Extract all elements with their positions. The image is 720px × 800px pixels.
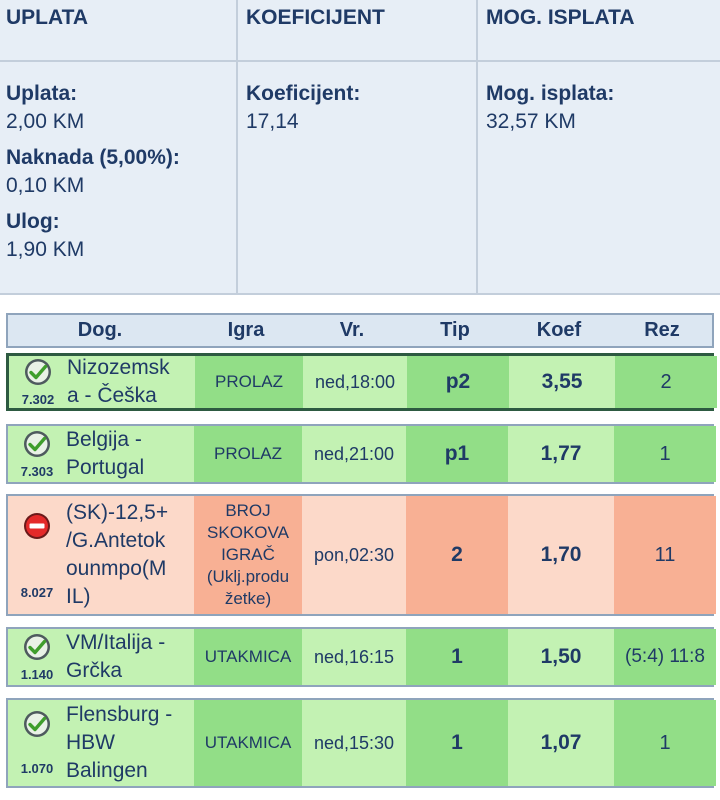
event-code: 1.070 <box>20 761 54 776</box>
uplata-value: 2,00 KM <box>6 110 85 133</box>
bet-row[interactable]: 7.303 Belgija - Portugal PROLAZ ned,21:00… <box>6 424 716 484</box>
event-name-line: /G.Antetok <box>66 529 166 552</box>
event-name-line: ounmpo(M <box>66 557 167 580</box>
event-name: Flensburg - HBW Balingen <box>66 700 194 786</box>
event-name-line: Balingen <box>66 759 148 782</box>
game-type: PROLAZ <box>195 356 303 408</box>
bet-odds: 1,50 <box>508 629 614 685</box>
summary-column-divider <box>476 0 478 295</box>
event-name-line: HBW <box>66 731 115 754</box>
status-cell: 7.303 <box>8 426 66 482</box>
event-name-line: a - Češka <box>67 384 157 407</box>
event-result: 1 <box>614 426 716 482</box>
isplata-header: MOG. ISPLATA <box>486 6 635 29</box>
bet-odds: 1,70 <box>508 496 614 614</box>
event-name: VM/Italija - Grčka <box>66 629 194 685</box>
event-result: (5:4) 11:8 <box>614 629 716 685</box>
bet-odds: 1,77 <box>508 426 614 482</box>
game-type-line: (Uklj.produ <box>206 567 290 586</box>
bet-tip: p1 <box>406 426 508 482</box>
check-circle-icon <box>24 358 52 386</box>
event-code: 7.303 <box>20 463 54 479</box>
game-type: BROJ SKOKOVA IGRAČ (Uklj.produ žetke) <box>194 496 302 614</box>
summary-divider <box>0 60 720 62</box>
event-time: pon,02:30 <box>302 496 406 614</box>
bet-tip: p2 <box>407 356 509 408</box>
bets-table-header: Dog. Igra Vr. Tip Koef Rez <box>6 313 714 348</box>
uplata-label: Uplata: <box>6 82 78 105</box>
col-header-koef: Koef <box>536 319 582 341</box>
summary-column-divider <box>236 0 238 295</box>
koeficijent-panel: Koeficijent: 17,14 <box>240 62 476 295</box>
col-header-rez: Rez <box>644 319 680 341</box>
bet-row[interactable]: 7.302 Nizozemsk a - Češka PROLAZ ned,18:0… <box>6 353 717 411</box>
game-type: UTAKMICA <box>194 629 302 685</box>
bet-row[interactable]: 1.140 VM/Italija - Grčka UTAKMICA ned,16:… <box>6 627 716 687</box>
ulog-label: Ulog: <box>6 210 60 233</box>
isplata-label: Mog. isplata: <box>486 82 615 105</box>
summary-bottom-divider <box>0 293 720 295</box>
koeficijent-value: 17,14 <box>246 110 299 133</box>
bet-tip: 1 <box>406 629 508 685</box>
status-cell: 1.070 <box>8 700 66 786</box>
ulog-value: 1,90 KM <box>6 238 85 261</box>
event-name-line: Portugal <box>66 456 145 479</box>
event-name-line: Nizozemsk <box>67 356 170 379</box>
status-cell: 8.027 <box>8 496 66 614</box>
check-circle-icon <box>23 710 51 738</box>
event-time: ned,18:00 <box>303 356 407 408</box>
bet-tip: 2 <box>406 496 508 614</box>
bet-tip: 1 <box>406 700 508 786</box>
isplata-panel: Mog. isplata: 32,57 KM <box>480 62 720 295</box>
isplata-value: 32,57 KM <box>486 110 576 133</box>
check-circle-icon <box>23 430 51 458</box>
minus-circle-icon <box>23 512 51 540</box>
col-header-vr: Vr. <box>339 319 365 341</box>
ticket-summary: UPLATA KOEFICIJENT MOG. ISPLATA Uplata: … <box>0 0 720 295</box>
event-result: 2 <box>615 356 717 408</box>
event-result: 11 <box>614 496 716 614</box>
bet-row[interactable]: 8.027 (SK)-12,5+ /G.Antetok ounmpo(M IL)… <box>6 494 716 616</box>
event-name: (SK)-12,5+ /G.Antetok ounmpo(M IL) <box>66 496 194 614</box>
naknada-value: 0,10 KM <box>6 174 85 197</box>
col-header-tip: Tip <box>440 319 470 341</box>
game-type-line: IGRAČ <box>221 545 275 564</box>
event-name-line: Flensburg - <box>66 703 173 726</box>
event-time: ned,21:00 <box>302 426 406 482</box>
status-cell: 7.302 <box>9 356 67 408</box>
uplata-header: UPLATA <box>6 6 89 29</box>
game-type: PROLAZ <box>194 426 302 482</box>
game-type-line: BROJ <box>225 501 271 520</box>
koeficijent-header: KOEFICIJENT <box>246 6 385 29</box>
event-code: 1.140 <box>20 666 54 682</box>
event-name-line: IL) <box>66 585 91 608</box>
game-type: UTAKMICA <box>194 700 302 786</box>
event-name-line: VM/Italija - <box>66 631 166 654</box>
bet-odds: 1,07 <box>508 700 614 786</box>
event-time: ned,16:15 <box>302 629 406 685</box>
event-name: Nizozemsk a - Češka <box>67 356 195 408</box>
event-name: Belgija - Portugal <box>66 426 194 482</box>
naknada-label: Naknada (5,00%): <box>6 146 180 169</box>
col-header-igra: Igra <box>227 319 265 341</box>
game-type-line: SKOKOVA <box>207 523 289 542</box>
bet-odds: 3,55 <box>509 356 615 408</box>
event-code: 7.302 <box>21 391 55 407</box>
status-cell: 1.140 <box>8 629 66 685</box>
event-name-line: (SK)-12,5+ <box>66 501 169 524</box>
col-header-dog: Dog. <box>77 319 123 341</box>
koeficijent-label: Koeficijent: <box>246 82 361 105</box>
game-type-line: žetke) <box>224 589 272 608</box>
event-code: 8.027 <box>20 585 54 600</box>
event-result: 1 <box>614 700 716 786</box>
check-circle-icon <box>23 633 51 661</box>
uplata-panel: Uplata: 2,00 KM Naknada (5,00%): 0,10 KM… <box>0 62 236 295</box>
bet-row[interactable]: 1.070 Flensburg - HBW Balingen UTAKMICA … <box>6 698 716 788</box>
event-time: ned,15:30 <box>302 700 406 786</box>
event-name-line: Belgija - <box>66 428 142 451</box>
event-name-line: Grčka <box>66 659 123 682</box>
